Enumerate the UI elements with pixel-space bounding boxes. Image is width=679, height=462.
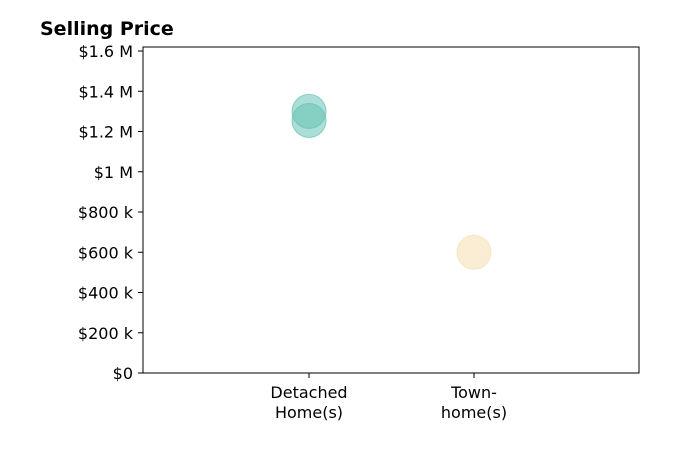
data-point: [291, 102, 327, 138]
y-tick-label: $1 M: [94, 163, 133, 182]
plot-area-frame: [142, 46, 640, 374]
y-axis: $0 $200 k $400 k $600 k $800 k $1 M $1.2 M $1.4…: [78, 42, 143, 383]
y-tick-label: $400 k: [78, 284, 134, 303]
y-tick-label: $1.4 M: [78, 82, 133, 101]
x-tick-label: Detached: [270, 383, 347, 402]
chart-title: Selling Price: [40, 18, 174, 40]
y-tick-label: $1.6 M: [78, 42, 133, 61]
y-tick-label: $600 k: [78, 243, 134, 262]
y-tick-label: $200 k: [78, 324, 134, 343]
x-tick-label: home(s): [441, 403, 507, 422]
y-tick-label: $1.2 M: [78, 123, 133, 142]
data-points: [291, 93, 492, 270]
x-tick-label: Home(s): [275, 403, 343, 422]
y-tick-label: $0: [113, 364, 133, 383]
y-tick-label: $800 k: [78, 203, 134, 222]
x-tick-label: Town-: [450, 383, 497, 402]
data-point: [456, 234, 492, 270]
